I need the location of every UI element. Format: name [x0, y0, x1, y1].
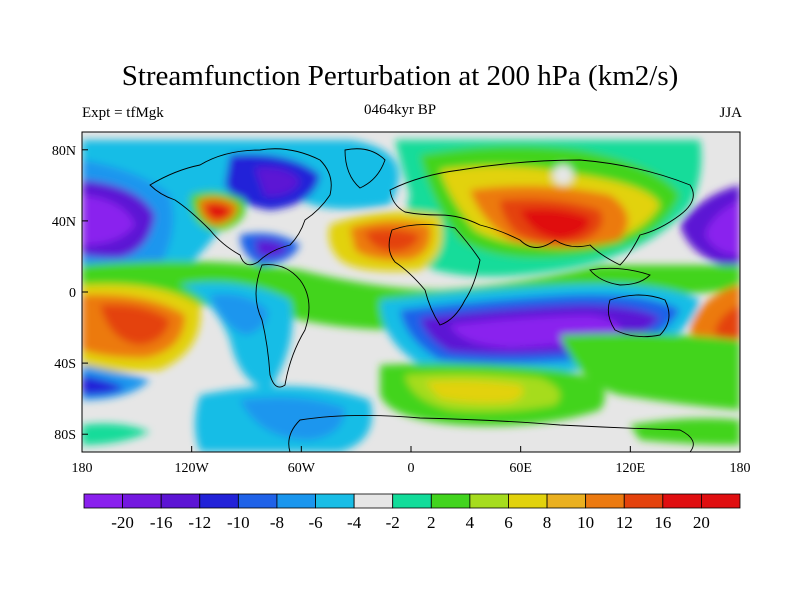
- colorbar-swatch: [199, 493, 239, 509]
- southeast-positive-band: [560, 333, 740, 410]
- tibetan-high-core: [520, 208, 590, 240]
- antarctic-high-east: [630, 418, 740, 445]
- lon-tick-label: 60E: [509, 461, 532, 476]
- colorbar-swatch: [508, 493, 548, 509]
- pacific-low-core: [82, 195, 135, 245]
- australia-coast: [607, 294, 670, 338]
- south-pacific-low-core: [82, 375, 125, 396]
- lon-tick-label: 180: [730, 461, 751, 476]
- latitude-axis: 80N 40N 0 40S 80S: [52, 144, 88, 443]
- colorbar-swatch: [469, 493, 509, 509]
- atlantic-high-core: [365, 229, 420, 252]
- colorbar-label: -16: [150, 513, 173, 532]
- colorbar-label: 12: [616, 513, 633, 532]
- maritime-continent-coast: [589, 267, 651, 286]
- colorbar-swatch: [353, 493, 394, 509]
- north-america-coast: [149, 148, 332, 266]
- colorbar-swatch: [315, 493, 355, 509]
- lat-tick-label: 80S: [54, 428, 76, 443]
- lat-tick-label: 40S: [54, 357, 76, 372]
- colorbar-swatch: [546, 493, 587, 509]
- time-label: 0464kyr BP: [363, 102, 437, 118]
- lat-tick-label: 80N: [52, 144, 76, 159]
- colorbar-swatch: [585, 493, 625, 509]
- greenland-coast: [344, 148, 386, 189]
- colorbar-swatch: [623, 493, 664, 509]
- equatorial-positive-band: [82, 261, 740, 330]
- colorbar-swatch: [276, 493, 316, 509]
- north-america-low-core: [255, 167, 300, 197]
- antarctica-coast: [288, 414, 694, 452]
- lon-tick-label: 60W: [288, 461, 316, 476]
- field-layer: [82, 132, 740, 452]
- season-label: JJA: [719, 105, 742, 121]
- africa-coast: [388, 223, 481, 326]
- antarctic-low-core: [240, 397, 345, 440]
- colorbar-label: -10: [227, 513, 250, 532]
- colorbar-swatch: [122, 493, 162, 509]
- south-america-low-core: [210, 294, 268, 335]
- antarctic-high-west: [82, 423, 150, 445]
- colorbar: -20 -16 -12 -10 -8 -6 -4 -2 2 4 6 8 10 12 16 20: [83, 493, 741, 532]
- lat-tick-label: 40N: [52, 215, 76, 230]
- colorbar-swatch: [662, 493, 702, 509]
- colorbar-label: 4: [466, 513, 475, 532]
- coastlines: [149, 148, 694, 452]
- southern-ocean-high-core: [425, 380, 524, 403]
- lat-tick-label: 0: [69, 286, 76, 301]
- colorbar-swatch: [430, 493, 471, 509]
- eurasia-coast: [389, 159, 694, 266]
- siberia-neutral-pocket: [553, 165, 573, 185]
- dateline-low-east-core: [705, 200, 740, 255]
- south-america-coast: [255, 264, 310, 388]
- colorbar-label: -20: [111, 513, 134, 532]
- colorbar-label: -2: [386, 513, 400, 532]
- colorbar-swatch: [237, 493, 278, 509]
- lon-tick-label: 0: [408, 461, 415, 476]
- colorbar-label: 10: [577, 513, 594, 532]
- colorbar-label: 8: [543, 513, 552, 532]
- map-title: Streamfunction Perturbation at 200 hPa (…: [121, 60, 679, 92]
- rockies-high-core: [205, 203, 232, 220]
- longitude-axis: 180 120W 60W 0 60E 120E 180: [72, 446, 751, 476]
- lon-tick-label: 120E: [616, 461, 646, 476]
- colorbar-label: 16: [654, 513, 671, 532]
- lon-tick-label: 120W: [175, 461, 210, 476]
- colorbar-swatch: [83, 493, 123, 509]
- colorbar-label: 20: [693, 513, 710, 532]
- colorbar-swatch: [392, 493, 432, 509]
- colorbar-swatch: [701, 493, 741, 509]
- colorbar-label: -6: [308, 513, 322, 532]
- gulf-low-core: [255, 239, 288, 257]
- colorbar-swatch: [160, 493, 201, 509]
- colorbar-label: -4: [347, 513, 362, 532]
- south-pacific-high-core: [100, 304, 170, 345]
- colorbar-label: 6: [504, 513, 513, 532]
- colorbar-label: 2: [427, 513, 436, 532]
- experiment-label: Expt = tfMgk: [82, 105, 164, 121]
- colorbar-label: -8: [270, 513, 284, 532]
- colorbar-label: -12: [188, 513, 211, 532]
- lon-tick-label: 180: [72, 461, 93, 476]
